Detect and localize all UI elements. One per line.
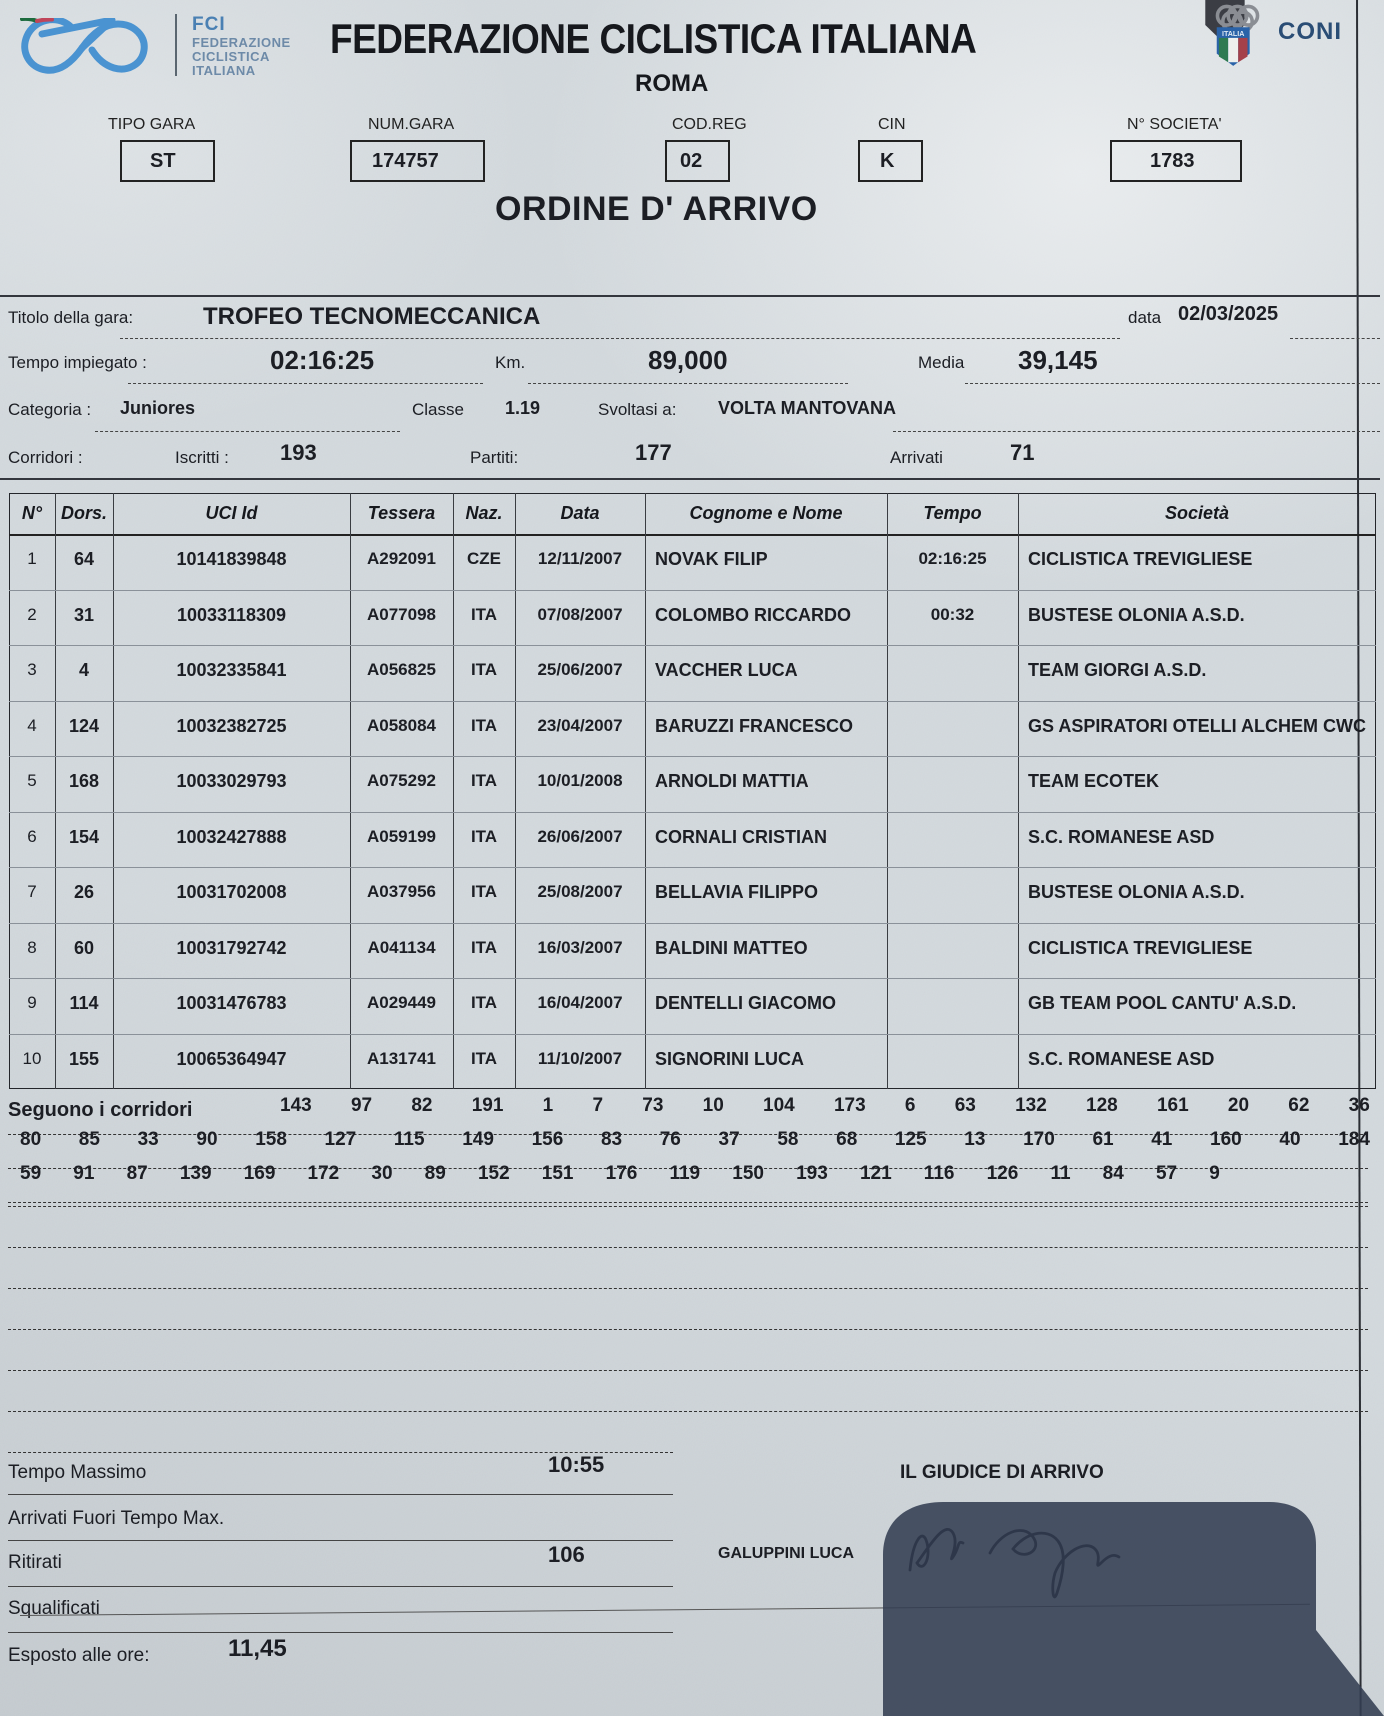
svg-text:ITALIA: ITALIA xyxy=(1222,30,1244,38)
